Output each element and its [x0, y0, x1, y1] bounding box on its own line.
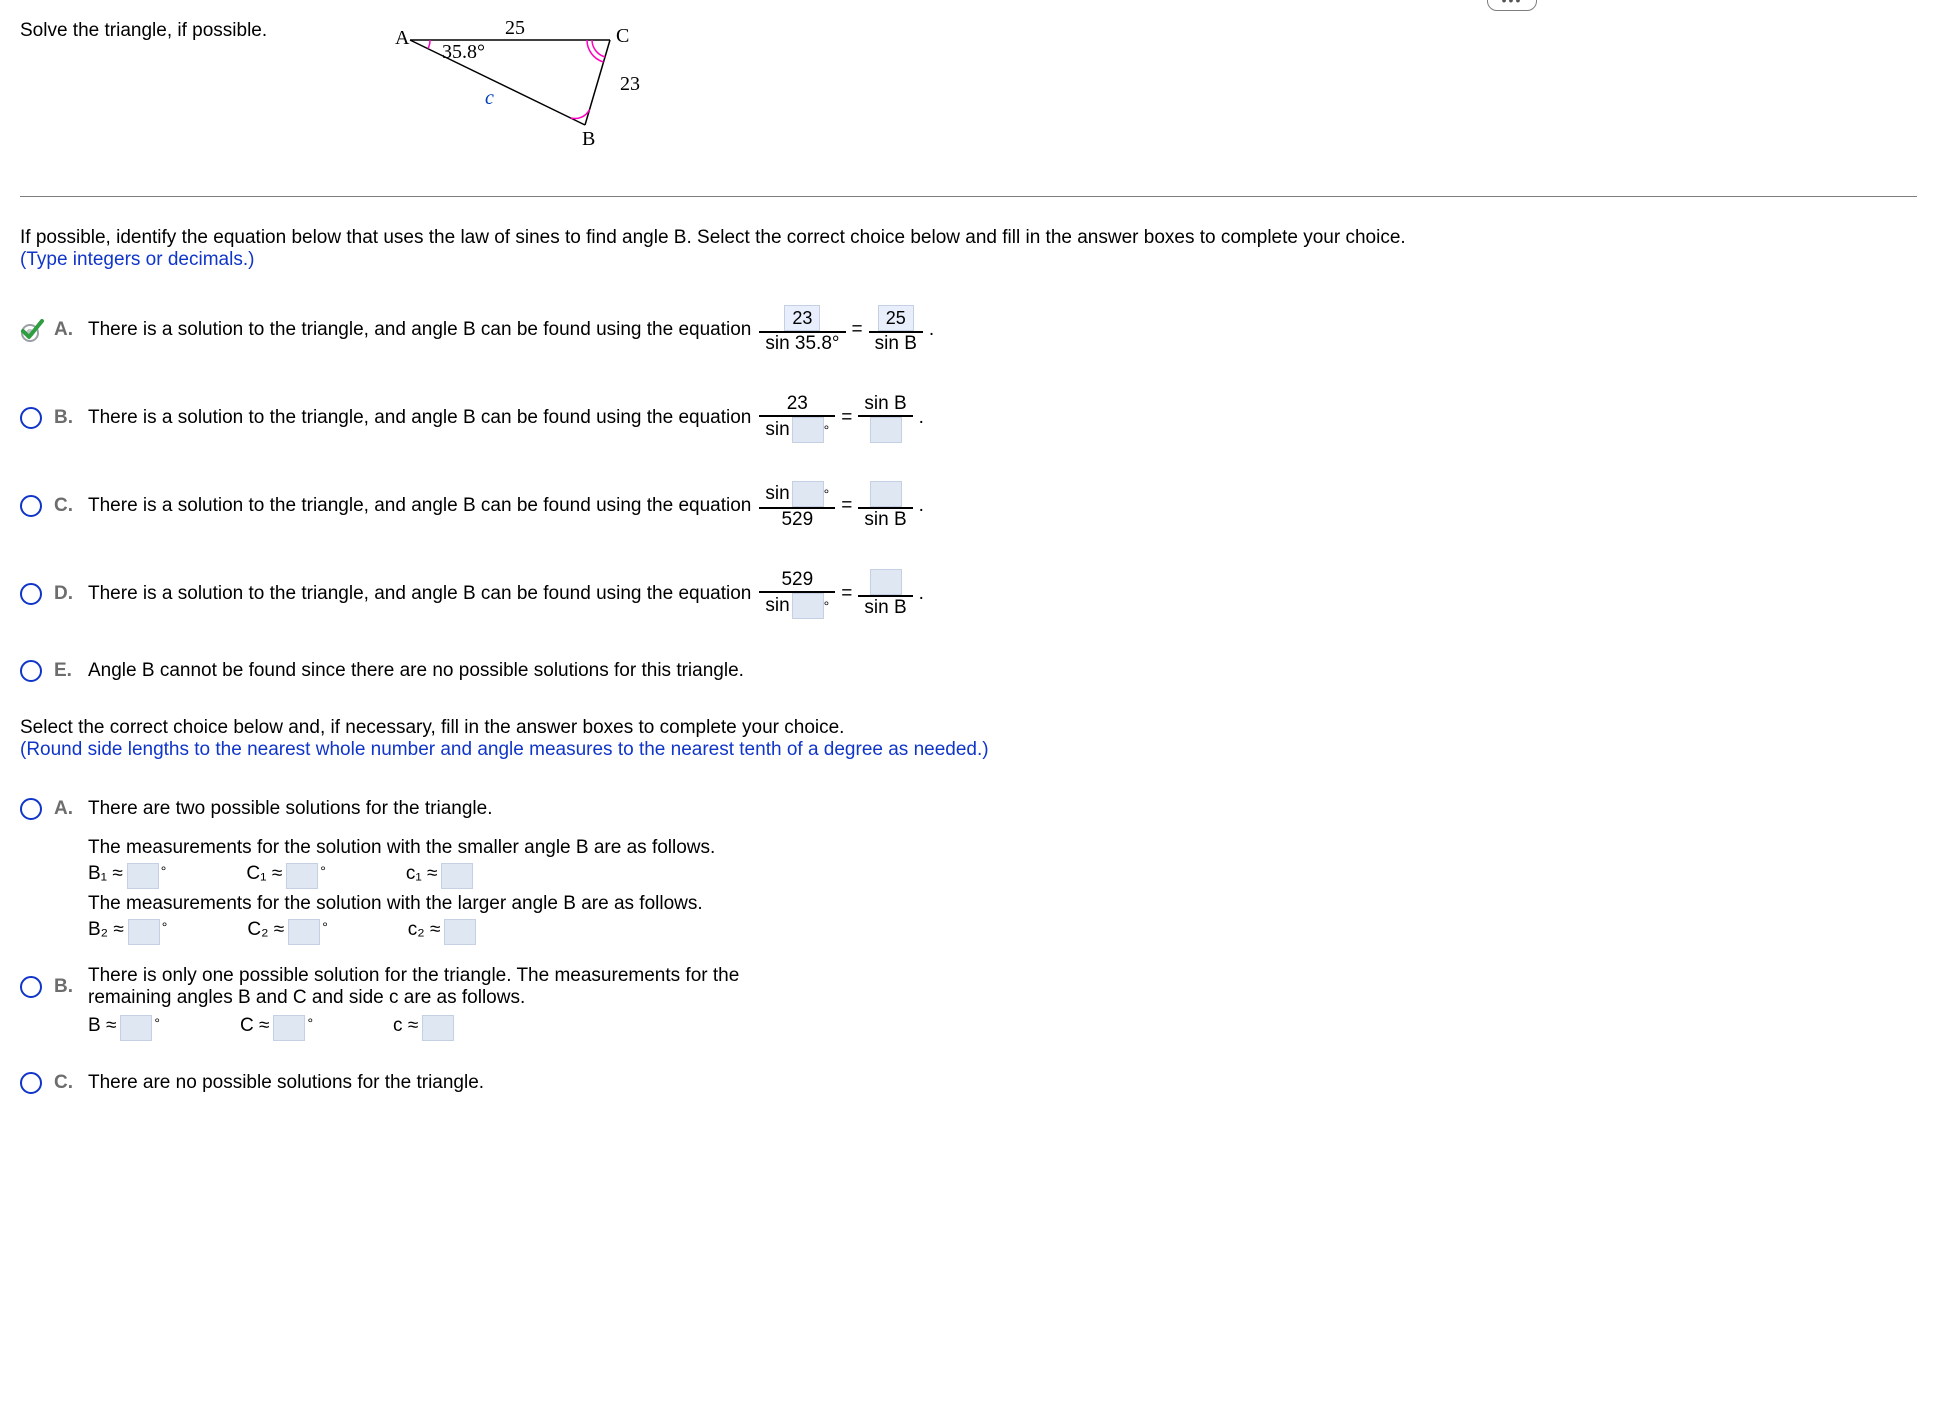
choice-D-text: There is a solution to the triangle, and… — [88, 583, 751, 605]
choice-A-num-left[interactable]: 23 — [784, 305, 820, 331]
choice-E-row: E. Angle B cannot be found since there a… — [20, 647, 1917, 695]
choice-C-letter: C. — [54, 495, 88, 517]
choice-B-radio[interactable] — [20, 407, 42, 429]
choice-C-den-right: sin B — [858, 509, 912, 531]
choice-A-letter: A. — [54, 319, 88, 341]
part1-hint: (Type integers or decimals.) — [20, 249, 254, 270]
choice-A-den-right: sin B — [869, 333, 923, 355]
choice-D-equation: 529 sin ° = sin B . — [757, 569, 924, 619]
input-B2[interactable] — [128, 919, 160, 945]
choice-A-text: There is a solution to the triangle, and… — [88, 319, 751, 341]
choice2-A-vars1: B₁ ≈° C₁ ≈° c₁ ≈ — [88, 863, 1917, 889]
part1-intro: If possible, identify the equation below… — [20, 227, 1917, 271]
choice2-B-line2: remaining angles B and C and side c are … — [88, 987, 525, 1008]
choice-B-num-left: 23 — [781, 393, 814, 415]
choice-B-row: B. There is a solution to the triangle, … — [20, 383, 1917, 453]
choice2-B-radio[interactable] — [20, 976, 42, 998]
choice-E-radio[interactable] — [20, 660, 42, 682]
choice-B-angle-input[interactable] — [792, 417, 824, 443]
choice2-B-letter: B. — [54, 976, 88, 998]
vertex-C-label: C — [616, 25, 629, 47]
choice-C-radio[interactable] — [20, 495, 42, 517]
choice-E-letter: E. — [54, 660, 88, 682]
choice2-C-letter: C. — [54, 1072, 88, 1094]
input-c2[interactable] — [444, 919, 476, 945]
input-c1[interactable] — [441, 863, 473, 889]
choice-A-equation: 23 sin 35.8° = 25 sin B . — [757, 305, 934, 355]
choice-E-text: Angle B cannot be found since there are … — [88, 660, 744, 682]
choice2-A-line3: The measurements for the solution with t… — [88, 893, 1917, 915]
choice-D-row: D. There is a solution to the triangle, … — [20, 559, 1917, 629]
side-b-label: 25 — [505, 20, 525, 39]
choice2-A-radio[interactable] — [20, 798, 42, 820]
choice-C-equation: sin ° 529 = sin B . — [757, 481, 924, 531]
choice2-A-row: A. There are two possible solutions for … — [20, 785, 1917, 945]
angle-A-label: 35.8° — [442, 41, 485, 63]
choice-D-num-right-input[interactable] — [870, 569, 902, 595]
input-C[interactable] — [273, 1015, 305, 1041]
choice2-C-radio[interactable] — [20, 1072, 42, 1094]
choice2-C-text: There are no possible solutions for the … — [88, 1072, 484, 1094]
choice-A-row: A. There is a solution to the triangle, … — [20, 295, 1917, 365]
choice-D-num-left: 529 — [775, 569, 819, 591]
part1-intro-text: If possible, identify the equation below… — [20, 227, 1406, 248]
ellipsis-pill[interactable]: ••• — [1487, 0, 1537, 11]
choice-C-angle-input[interactable] — [792, 481, 824, 507]
input-B1[interactable] — [127, 863, 159, 889]
vertex-B-label: B — [582, 128, 595, 150]
choice2-A-line2: The measurements for the solution with t… — [88, 837, 1917, 859]
input-B[interactable] — [120, 1015, 152, 1041]
part2-intro-text: Select the correct choice below and, if … — [20, 717, 844, 738]
choice-A-den-left: sin 35.8° — [759, 333, 845, 355]
choice-B-equation: 23 sin ° = sin B . — [757, 393, 924, 443]
side-a-label: 23 — [620, 73, 640, 95]
choice-C-den-left: 529 — [775, 509, 819, 531]
choice-A-radio[interactable] — [20, 319, 42, 341]
choice-C-num-right-input[interactable] — [870, 481, 902, 507]
input-C1[interactable] — [286, 863, 318, 889]
side-c-label: c — [485, 87, 494, 109]
part2-choices: A. There are two possible solutions for … — [20, 785, 1917, 1107]
choice2-B-row: B. There is only one possible solution f… — [20, 963, 1917, 1041]
part2-hint: (Round side lengths to the nearest whole… — [20, 739, 989, 760]
choice-D-den-right: sin B — [858, 597, 912, 619]
choice-B-num-right: sin B — [858, 393, 912, 415]
part2-intro: Select the correct choice below and, if … — [20, 717, 1917, 761]
triangle-diagram: A C B 25 35.8° 23 c — [390, 20, 690, 156]
input-c[interactable] — [422, 1015, 454, 1041]
choice-D-radio[interactable] — [20, 583, 42, 605]
choice2-B-vars: B ≈° C ≈° c ≈ — [88, 1015, 1917, 1041]
choice-D-angle-input[interactable] — [792, 593, 824, 619]
prompt-text: Solve the triangle, if possible. — [20, 20, 390, 42]
choice2-B-line1: There is only one possible solution for … — [88, 965, 739, 986]
choice2-A-line1: There are two possible solutions for the… — [88, 798, 493, 820]
vertex-A-label: A — [395, 27, 410, 49]
separator — [20, 196, 1917, 197]
choice2-A-vars2: B₂ ≈° C₂ ≈° c₂ ≈ — [88, 919, 1917, 945]
input-C2[interactable] — [288, 919, 320, 945]
choice-B-den-right-input[interactable] — [870, 417, 902, 443]
choice-B-letter: B. — [54, 407, 88, 429]
part1-choices: A. There is a solution to the triangle, … — [20, 295, 1917, 695]
choice-A-num-right[interactable]: 25 — [878, 305, 914, 331]
choice-C-row: C. There is a solution to the triangle, … — [20, 471, 1917, 541]
choice-B-text: There is a solution to the triangle, and… — [88, 407, 751, 429]
question-header: Solve the triangle, if possible. A C B 2… — [20, 20, 1917, 156]
choice2-C-row: C. There are no possible solutions for t… — [20, 1059, 1917, 1107]
choice-C-text: There is a solution to the triangle, and… — [88, 495, 751, 517]
choice-D-letter: D. — [54, 583, 88, 605]
choice2-A-letter: A. — [54, 798, 88, 820]
